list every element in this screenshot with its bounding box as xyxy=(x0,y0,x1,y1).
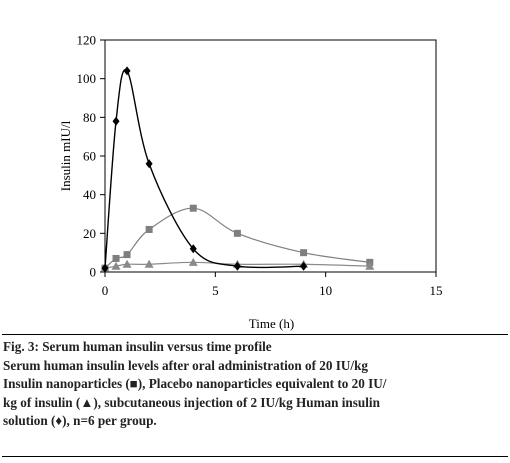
chart-axes: 0 20 40 60 80 100 120 0 5 10 15 xyxy=(77,33,443,299)
figure-caption: Fig. 3: Serum human insulin versus time … xyxy=(3,338,503,431)
data-point-triangle xyxy=(365,261,375,270)
data-point-diamond xyxy=(300,261,308,271)
caption-line: Serum human insulin levels after oral ad… xyxy=(3,357,368,373)
y-tick-label: 60 xyxy=(83,149,96,164)
data-point-square xyxy=(189,204,197,212)
y-tick-label: 80 xyxy=(83,110,96,125)
data-point-square xyxy=(145,225,153,233)
y-tick-label: 0 xyxy=(90,265,97,280)
data-point-triangle xyxy=(111,261,121,270)
data-point-diamond xyxy=(112,116,120,126)
data-point-square xyxy=(300,249,308,257)
caption-top-rule xyxy=(2,334,508,335)
y-tick-label: 100 xyxy=(77,71,97,86)
data-point-triangle xyxy=(122,259,132,268)
chart-series xyxy=(100,66,375,273)
x-tick-label: 15 xyxy=(430,283,443,298)
data-point-diamond xyxy=(145,159,153,169)
y-tick-label: 40 xyxy=(83,187,96,202)
caption-figure-label: Fig. 3: Serum human insulin versus time … xyxy=(3,339,272,354)
data-point-triangle xyxy=(144,259,154,268)
caption-line: kg of insulin (▲), subcutaneous injectio… xyxy=(3,394,380,410)
data-point-square xyxy=(233,229,241,237)
caption-bottom-rule xyxy=(2,456,508,457)
series-line xyxy=(104,207,370,269)
data-point-diamond xyxy=(189,244,197,254)
data-point-diamond xyxy=(101,263,109,273)
data-point-square xyxy=(112,254,120,262)
plot-frame xyxy=(104,39,437,273)
x-tick-label: 10 xyxy=(319,283,332,298)
data-point-square xyxy=(123,251,131,259)
insulin-chart: 0 20 40 60 80 100 120 0 5 10 15 Time (h) Insulin m… xyxy=(58,33,443,332)
data-point-diamond xyxy=(123,66,131,76)
y-axis-title: Insulin mIU/l xyxy=(58,120,73,191)
caption-line: Insulin nanoparticles (■), Placebo nanop… xyxy=(3,376,387,392)
x-tick-label: 0 xyxy=(102,283,109,298)
data-point-diamond xyxy=(233,261,241,271)
x-tick-label: 5 xyxy=(212,283,219,298)
caption-line: solution (♦), n=6 per group. xyxy=(3,413,157,429)
series-diamond xyxy=(101,66,308,273)
x-axis-title: Time (h) xyxy=(249,316,294,331)
series-line xyxy=(104,69,304,269)
y-tick-label: 120 xyxy=(77,33,97,48)
data-point-triangle xyxy=(188,257,198,266)
y-tick-label: 20 xyxy=(83,226,96,241)
